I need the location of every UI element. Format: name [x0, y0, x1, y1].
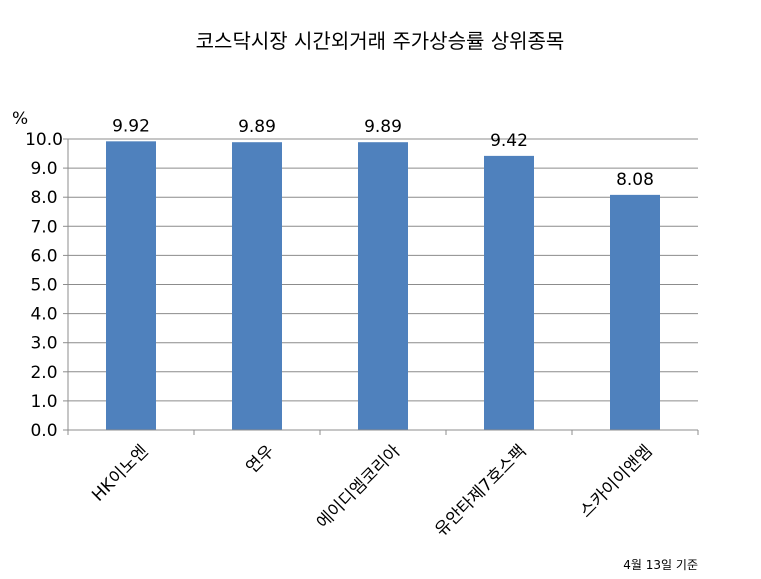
y-tick-label: 6.0: [30, 246, 57, 266]
y-tick-label: 4.0: [30, 305, 57, 325]
axes: [63, 138, 699, 435]
x-tick-label: 스카이이앤엠: [576, 441, 656, 521]
y-tick-label: 7.0: [30, 217, 57, 237]
bars: [106, 141, 660, 431]
data-label: 9.89: [364, 117, 402, 137]
y-axis-unit-label: %: [12, 109, 28, 129]
y-tick-label: 2.0: [30, 363, 57, 383]
bar: [106, 141, 156, 430]
data-label: 8.08: [616, 170, 654, 190]
x-tick-label: 유안타제7호스팩: [431, 441, 530, 540]
bar: [484, 155, 534, 431]
y-tick-label: 10.0: [25, 130, 63, 150]
data-label: 9.92: [112, 116, 150, 136]
bar: [358, 142, 408, 431]
y-tick-label: 8.0: [30, 188, 57, 208]
x-tick-label: 연우: [242, 441, 278, 477]
data-label: 9.42: [490, 131, 528, 151]
y-tick-label: 0.0: [30, 421, 57, 441]
x-tick-label: 에이디엠코리아: [313, 441, 405, 533]
data-labels: 9.92 9.89 9.89 9.42 8.08: [112, 116, 654, 190]
y-tick-label: 5.0: [30, 276, 57, 296]
bar: [232, 142, 282, 431]
y-tick-label: 9.0: [30, 159, 57, 179]
chart-title: 코스닥시장 시간외거래 주가상승률 상위종목: [196, 29, 565, 53]
bar: [610, 194, 660, 430]
x-tick-label: HK이노엔: [88, 441, 152, 505]
y-tick-label: 3.0: [30, 334, 57, 354]
y-axis-ticks: 0.0 1.0 2.0 3.0 4.0 5.0 6.0 7.0 8.0 9.0 10.0: [25, 130, 63, 441]
y-tick-label: 1.0: [30, 392, 57, 412]
footnote: 4월 13일 기준: [623, 558, 698, 572]
data-label: 9.89: [238, 117, 276, 137]
x-axis-ticks: HK이노엔 연우 에이디엠코리아 유안타제7호스팩 스카이이앤엠: [88, 441, 656, 540]
